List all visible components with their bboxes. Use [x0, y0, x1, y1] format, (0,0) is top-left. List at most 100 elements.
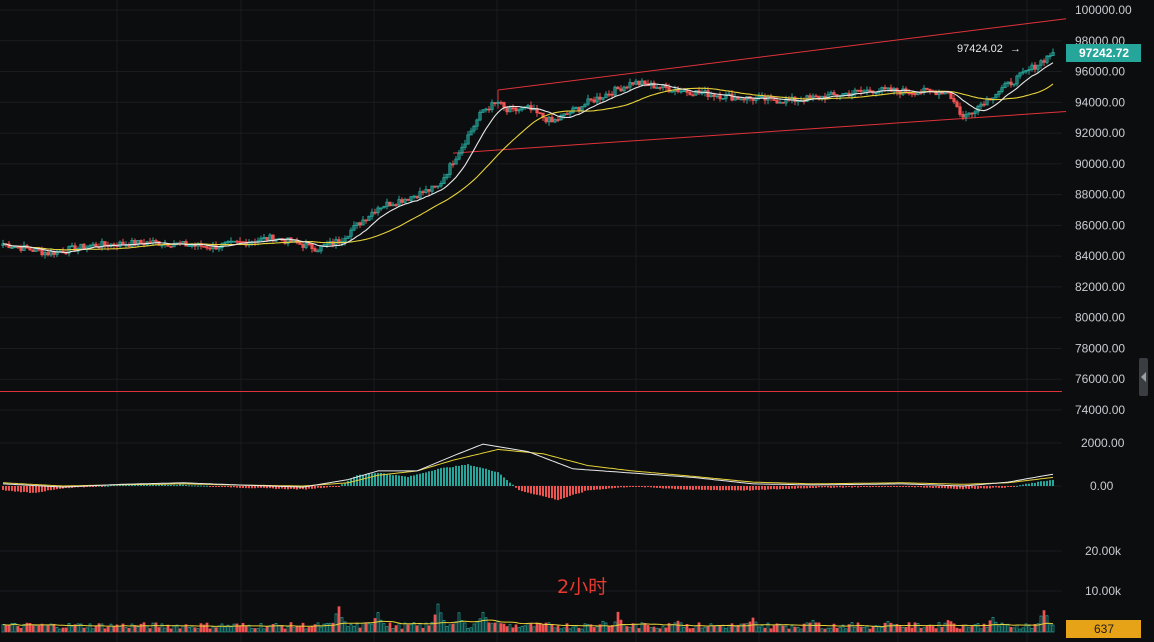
volume-bar: [364, 622, 368, 633]
macd-histogram-bar: [758, 486, 760, 491]
volume-bar: [169, 628, 173, 633]
candle-down: [712, 94, 716, 97]
macd-histogram-bar: [599, 486, 601, 490]
volume-bar: [274, 622, 278, 633]
macd-histogram-bar: [395, 474, 397, 486]
candle-up: [460, 146, 464, 154]
candle-up: [436, 185, 440, 188]
macd-histogram-bar: [392, 475, 394, 486]
macd-histogram-bar: [704, 486, 706, 490]
candle-up: [1006, 81, 1010, 84]
candle-down: [925, 87, 929, 90]
macd-histogram-bar: [725, 486, 727, 491]
volume-bar: [907, 622, 911, 633]
candle-up: [715, 95, 719, 98]
macd-histogram-bar: [659, 486, 661, 489]
macd-histogram-bar: [584, 486, 586, 491]
volume-bar: [919, 627, 923, 633]
candle-down: [301, 243, 305, 248]
volume-bar: [235, 623, 239, 633]
volume-bar: [592, 627, 596, 633]
macd-histogram-bar: [956, 486, 958, 490]
macd-histogram-bar: [881, 486, 883, 488]
candle-up: [721, 97, 725, 100]
macd-histogram-bar: [263, 486, 265, 488]
volume-bar: [73, 624, 77, 633]
macd-histogram-bar: [815, 486, 817, 488]
volume-ma-line: [2, 619, 1054, 628]
macd-histogram-bar: [539, 486, 541, 496]
volume-bar: [136, 626, 140, 633]
volume-bar: [52, 623, 56, 633]
volume-bar: [499, 623, 503, 633]
macd-histogram-bar: [809, 486, 811, 488]
candle-up: [601, 97, 605, 100]
volume-bar: [622, 624, 626, 633]
candle-down: [652, 82, 656, 89]
last-price-badge: 97242.72: [1066, 44, 1141, 62]
macd-histogram-bar: [530, 486, 532, 494]
macd-histogram-bar: [224, 486, 226, 487]
candle-up: [670, 90, 674, 93]
volume-bar: [658, 628, 662, 633]
volume-bar: [160, 623, 164, 633]
volume-bar: [670, 624, 674, 633]
macd-histogram-bar: [887, 486, 889, 487]
volume-bar: [631, 623, 635, 633]
macd-histogram-bar: [866, 486, 868, 487]
candle-up: [709, 94, 713, 97]
volume-bar: [922, 627, 926, 633]
candle-up: [1012, 83, 1016, 86]
candle-down: [205, 246, 209, 249]
volume-bar: [535, 622, 539, 633]
volume-bar: [940, 626, 944, 633]
candle-up: [79, 243, 83, 249]
volume-bar: [328, 622, 332, 633]
volume-bar: [34, 625, 38, 633]
macd-histogram-bar: [425, 472, 427, 486]
volume-bar: [637, 628, 641, 633]
macd-histogram-bar: [671, 486, 673, 489]
volume-bar: [583, 623, 587, 633]
macd-histogram-bar: [503, 477, 505, 486]
volume-bar: [424, 622, 428, 633]
volume-bar: [115, 624, 119, 633]
candle-up: [778, 101, 782, 104]
candle-up: [478, 111, 482, 121]
macd-histogram-bar: [566, 486, 568, 498]
candle-up: [466, 134, 470, 145]
macd-histogram-bar: [362, 474, 364, 486]
macd-histogram-bar: [518, 486, 520, 491]
candle-up: [136, 240, 140, 246]
candle-down: [214, 244, 218, 250]
candle-down: [202, 245, 206, 248]
candle-up: [574, 107, 578, 109]
macd-histogram-bar: [464, 465, 466, 486]
volume-bar: [556, 625, 560, 633]
volume-bar: [736, 624, 740, 633]
volume-bar: [607, 626, 611, 633]
macd-histogram-bar: [872, 486, 874, 487]
volume-bar: [868, 628, 872, 633]
volume-bar: [469, 627, 473, 633]
macd-histogram-bar: [875, 486, 877, 487]
price-axis[interactable]: 100000.0098000.0096000.0094000.0092000.0…: [1075, 3, 1132, 417]
volume-bar: [958, 628, 962, 633]
macd-histogram-bar: [845, 486, 847, 488]
macd-histogram-bar: [242, 486, 244, 488]
macd-histogram-bar: [497, 472, 499, 486]
macd-histogram-bar: [740, 486, 742, 491]
macd-histogram-bar: [707, 486, 709, 490]
candle-down: [73, 245, 77, 252]
axis-collapse-handle[interactable]: [1139, 358, 1148, 396]
volume-bar: [358, 627, 362, 633]
macd-histogram-bar: [455, 465, 457, 486]
candle-down: [28, 247, 32, 251]
candle-up: [346, 235, 350, 239]
candle-down: [406, 198, 410, 201]
volume-bar: [322, 623, 326, 633]
candle-down: [529, 105, 533, 111]
macd-histogram-bar: [227, 486, 229, 487]
macd-histogram-bar: [17, 486, 19, 492]
